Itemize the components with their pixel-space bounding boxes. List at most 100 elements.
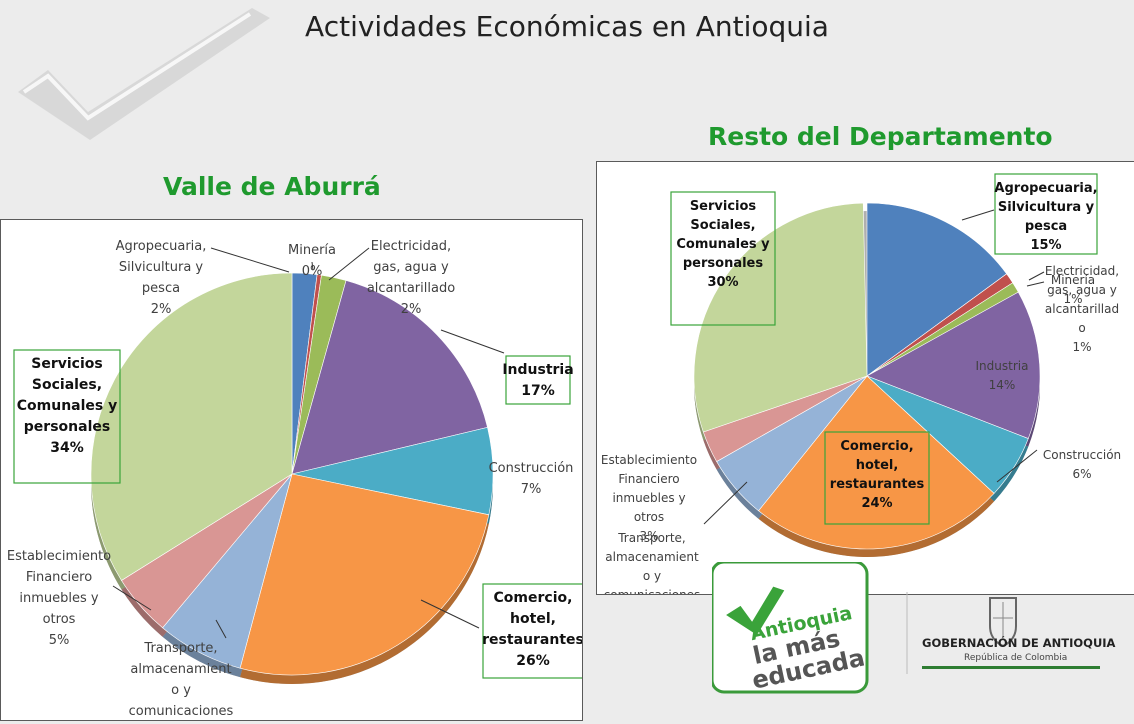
- pie-slice-resto-5: [758, 375, 995, 550]
- data-label-resto-0-0: Agropecuaria,: [994, 181, 1097, 196]
- pie-slice-valle-5: [239, 473, 490, 676]
- data-label-valle-8-0: Servicios: [31, 356, 102, 372]
- data-label-resto-5-1: hotel,: [856, 458, 899, 473]
- data-label-resto-7-1: Financiero: [618, 472, 679, 486]
- data-label-resto-2-4: 1%: [1072, 340, 1091, 354]
- leader-line-resto-0: [961, 209, 995, 221]
- data-label-valle-5-2: restaurantes: [482, 632, 582, 648]
- data-label-resto-7-3: otros: [634, 510, 664, 524]
- pie-slice-resto-3: [866, 291, 1041, 439]
- data-label-valle-5-3: 26%: [516, 653, 550, 669]
- label-box-resto-8: [670, 191, 776, 326]
- leader-line-resto-2: [1026, 281, 1045, 287]
- pie-slice-valle-8: [90, 272, 293, 581]
- data-label-valle-5-1: hotel,: [510, 611, 556, 627]
- leader-line-valle-7: [112, 585, 152, 611]
- data-label-resto-8-0: Servicios: [690, 199, 757, 214]
- antioquia-logo-frame: [712, 562, 869, 694]
- gov-name: GOBERNACIÓN DE ANTIOQUIA: [922, 635, 1116, 650]
- leader-line-valle-1: [311, 261, 314, 271]
- data-label-valle-8-3: personales: [24, 419, 110, 435]
- data-label-resto-7-0: Establecimiento: [601, 453, 697, 467]
- leader-line-valle-0: [210, 247, 290, 273]
- label-box-resto-0: [994, 173, 1098, 255]
- leader-line-resto-1: [1028, 271, 1045, 281]
- data-label-resto-6-3: comunicaciones: [604, 588, 701, 594]
- chart-panel-valle: Agropecuaria, Silvicultura y pesca 2% Minerí…: [0, 219, 584, 721]
- data-label-resto-1-1: 1%: [1063, 292, 1082, 306]
- coat-of-arms-icon: [989, 597, 1017, 648]
- data-label-valle-8-1: Sociales,: [32, 377, 102, 393]
- data-label-valle-5-0: Comercio,: [494, 590, 573, 606]
- data-label-resto-6-1: almacenamient: [605, 550, 699, 564]
- data-label-valle-3-1: 17%: [521, 383, 555, 399]
- leader-line-valle-2: [328, 247, 370, 281]
- data-label-valle-7-1: Financiero: [26, 570, 92, 585]
- data-label-resto-3-0: Industria: [976, 359, 1029, 373]
- data-label-valle-3-0: Industria: [502, 362, 573, 378]
- leader-line-valle-5: [420, 599, 480, 629]
- checkmark-decoration-icon: [18, 8, 270, 140]
- data-label-valle-7-2: inmuebles y: [19, 591, 99, 606]
- label-box-valle-3: [505, 355, 571, 405]
- data-label-valle-0-0: Agropecuaria,: [116, 239, 207, 254]
- data-label-valle-2-3: 2%: [401, 302, 422, 317]
- data-label-resto-0-3: 15%: [1030, 238, 1061, 253]
- data-label-valle-1-0: Minería: [288, 243, 336, 258]
- leader-line-resto-6: [703, 481, 748, 525]
- data-label-resto-3-1: 14%: [989, 378, 1016, 392]
- data-label-valle-0-2: pesca: [142, 281, 180, 296]
- data-label-resto-8-2: Comunales y: [676, 237, 770, 252]
- data-label-resto-2-0: Electricidad,: [1045, 264, 1119, 278]
- leader-line-valle-3: [440, 329, 505, 354]
- data-label-resto-2-2: alcantarillad: [1045, 302, 1119, 316]
- leader-line-resto-4: [996, 449, 1038, 483]
- data-label-resto-0-1: Silvicultura y: [998, 200, 1095, 215]
- data-label-valle-4-1: 7%: [521, 482, 542, 497]
- data-label-valle-7-0: Establecimiento: [7, 549, 111, 564]
- data-label-resto-4-0: Construcción: [1043, 448, 1121, 462]
- label-box-resto-5: [824, 431, 930, 525]
- data-label-resto-7-4: 3%: [639, 529, 658, 543]
- data-label-valle-8-4: 34%: [50, 440, 84, 456]
- data-label-resto-8-3: personales: [683, 256, 764, 271]
- data-label-valle-2-2: alcantarillado: [367, 281, 455, 296]
- chart-panel-resto: Agropecuaria, Silvicultura y pesca 15% Miner…: [596, 161, 1134, 621]
- data-label-resto-6-0: Transporte,: [617, 531, 686, 545]
- data-label-valle-6-1: almacenamient: [130, 662, 231, 677]
- pie-chart-valle: Agropecuaria, Silvicultura y pesca 2% Minerí…: [7, 239, 584, 719]
- logos-area: Antioquia la más educada GOBERNACIÓN DE …: [712, 562, 1116, 695]
- data-label-valle-4-0: Construcción: [489, 461, 574, 476]
- data-label-resto-2-3: o: [1078, 321, 1085, 335]
- data-label-valle-2-1: gas, agua y: [373, 260, 449, 275]
- page-title: Actividades Económicas en Antioquia: [305, 10, 829, 43]
- data-label-valle-0-1: Silvicultura y: [119, 260, 204, 275]
- data-label-valle-6-2: o y: [171, 683, 191, 698]
- data-label-resto-8-4: 30%: [707, 275, 738, 290]
- label-box-valle-8: [13, 349, 121, 484]
- leader-line-valle-6: [215, 619, 227, 639]
- data-label-resto-5-3: 24%: [861, 496, 892, 511]
- data-label-valle-1-1: 0%: [302, 264, 323, 279]
- data-label-resto-1-0: Minería: [1051, 273, 1095, 287]
- data-label-resto-4-1: 6%: [1072, 467, 1091, 481]
- data-label-valle-6-3: comunicaciones: [129, 704, 234, 719]
- data-label-valle-7-3: otros: [43, 612, 76, 627]
- pie-slice-resto-0: [866, 202, 1008, 377]
- pie-slice-resto-8: [693, 202, 868, 433]
- data-label-resto-0-2: pesca: [1025, 219, 1067, 234]
- data-label-resto-7-2: inmuebles y: [612, 491, 685, 505]
- chart-title-valle: Valle de Aburrá: [163, 172, 381, 201]
- data-label-valle-8-2: Comunales y: [17, 398, 118, 414]
- pie-chart-resto: Agropecuaria, Silvicultura y pesca 15% Miner…: [601, 173, 1121, 621]
- chart-title-resto: Resto del Departamento: [708, 122, 1053, 151]
- data-label-valle-7-4: 5%: [49, 633, 70, 648]
- data-label-resto-8-1: Sociales,: [690, 218, 755, 233]
- data-label-valle-2-0: Electricidad,: [371, 239, 451, 254]
- gov-subtitle: República de Colombia: [964, 653, 1067, 663]
- data-label-resto-5-2: restaurantes: [830, 477, 925, 492]
- pie-slice-valle-3: [291, 280, 488, 475]
- data-label-resto-2-1: gas, agua y: [1047, 283, 1117, 297]
- data-label-valle-0-3: 2%: [151, 302, 172, 317]
- data-label-resto-6-2: o y: [643, 569, 661, 583]
